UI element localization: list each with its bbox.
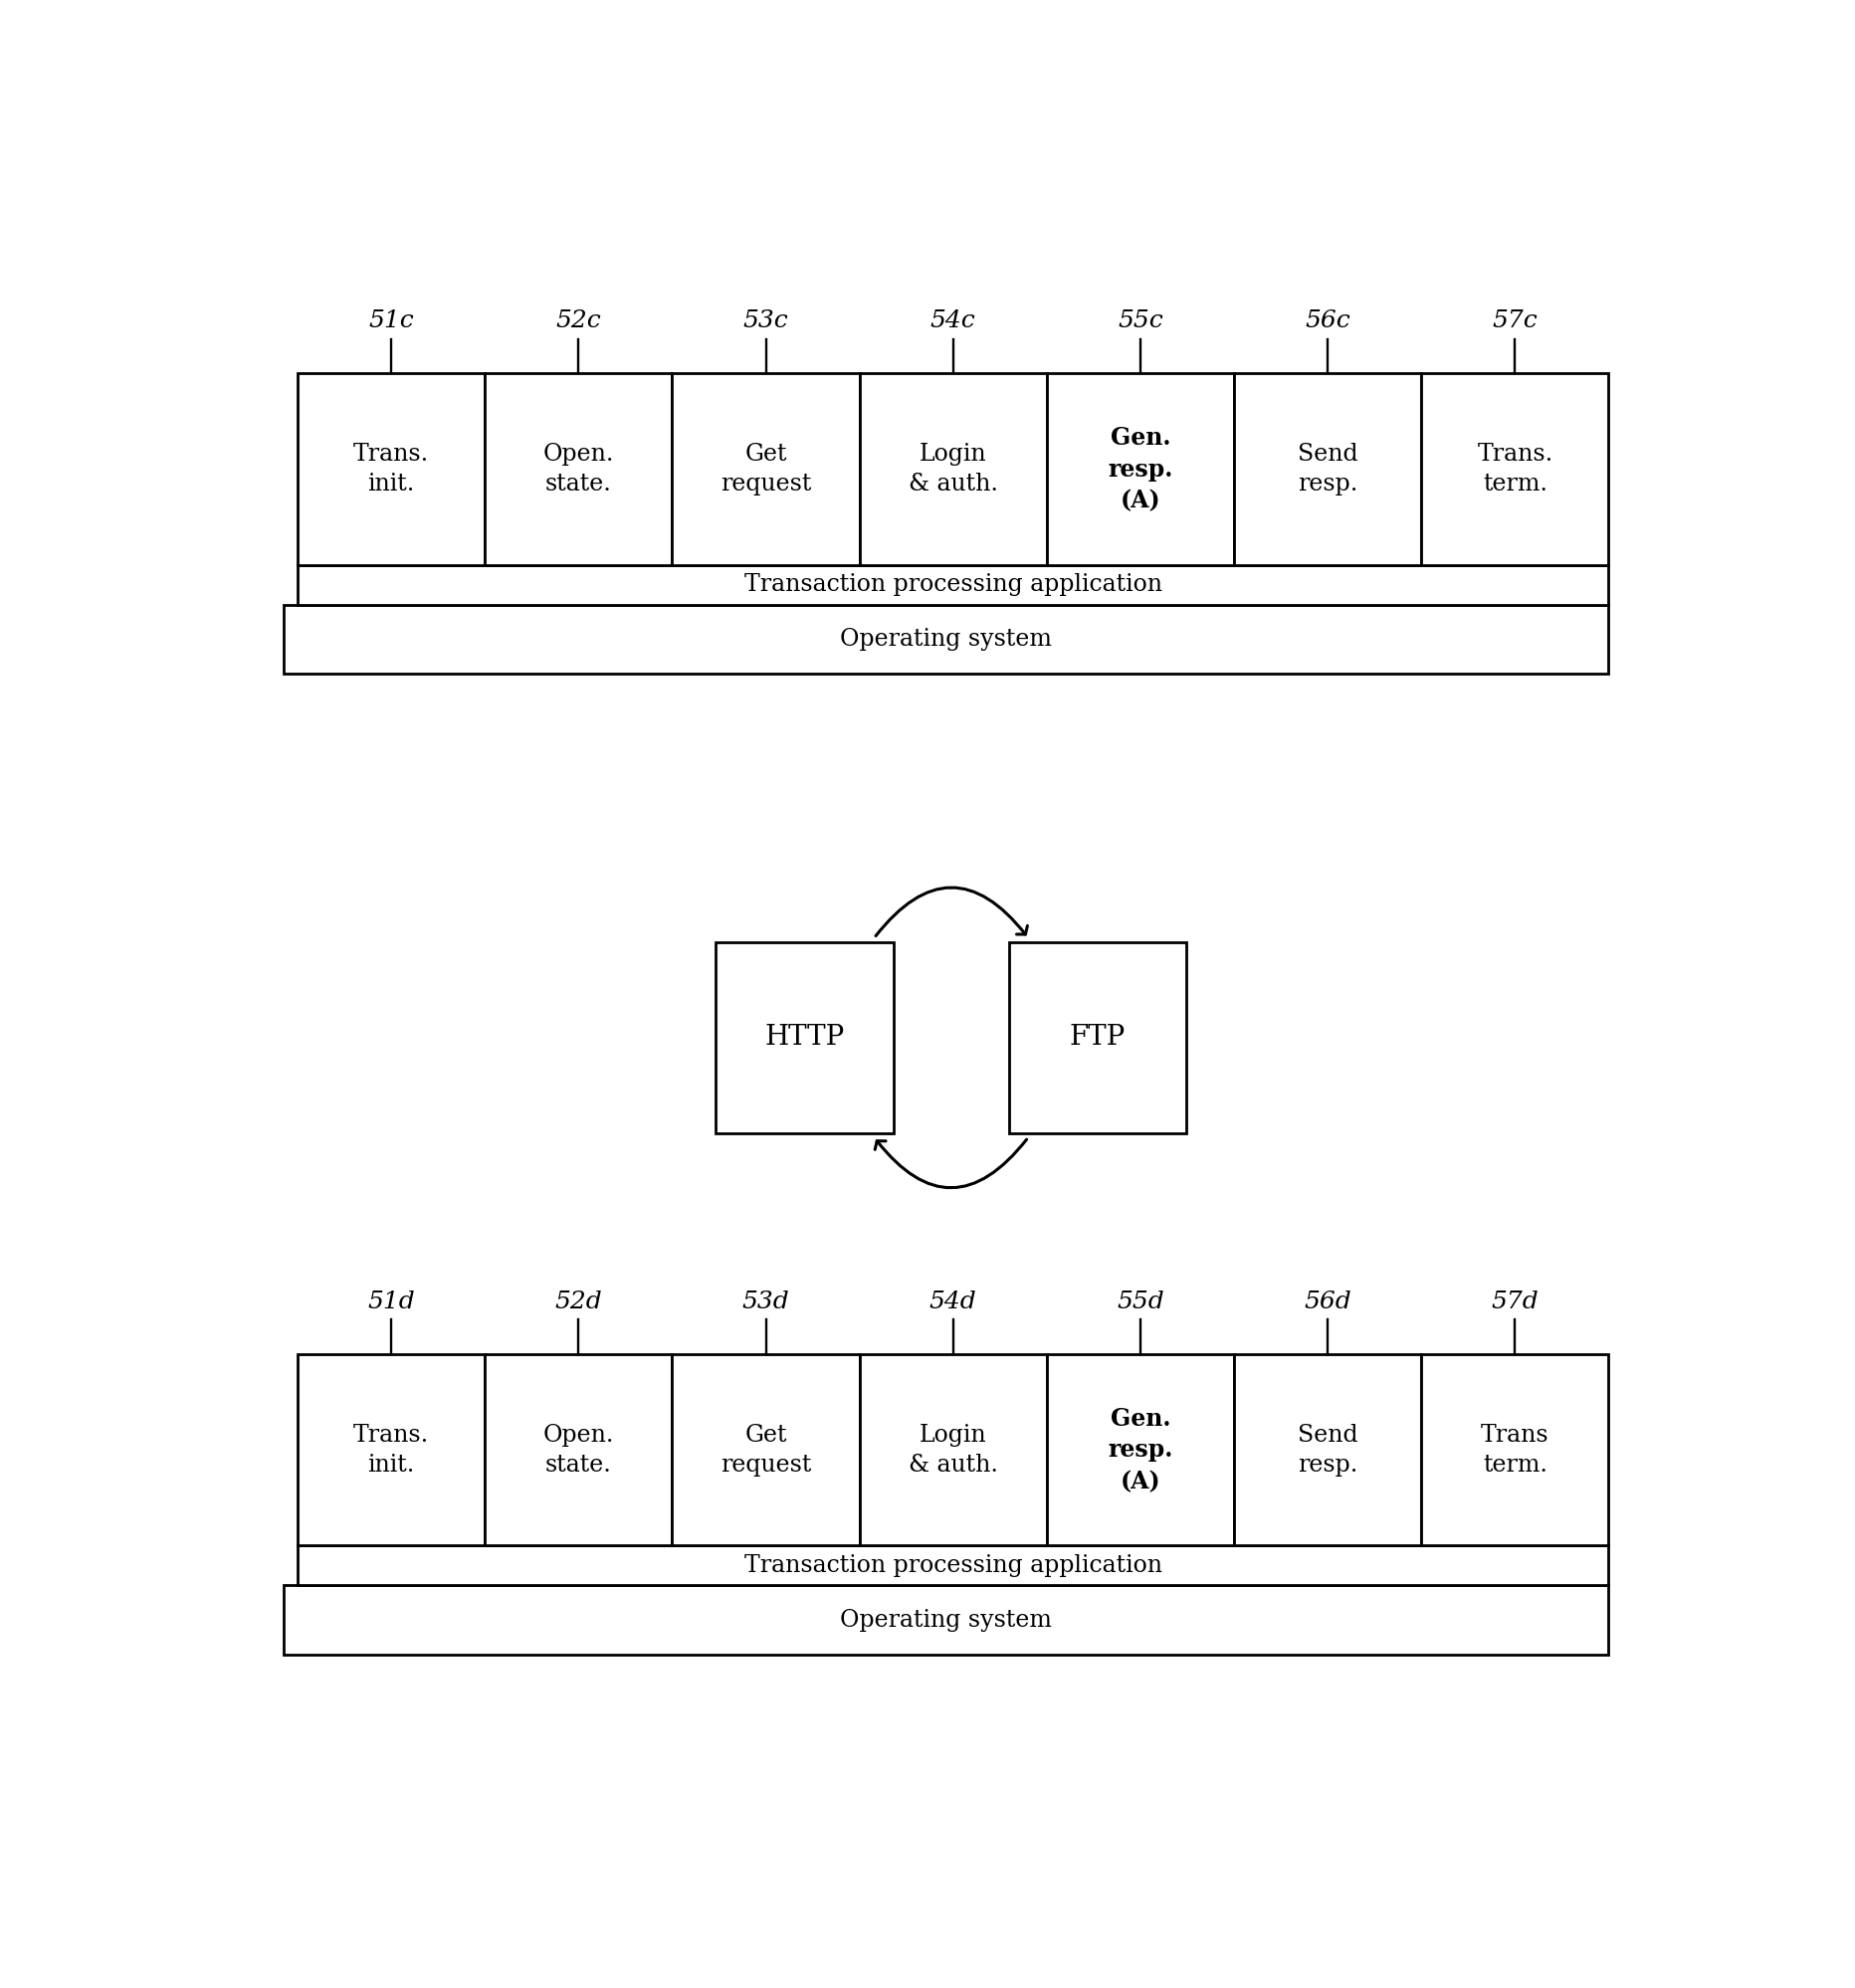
Text: Gen.
resp.
(A): Gen. resp. (A) (1107, 425, 1172, 513)
Text: FTP: FTP (1068, 1024, 1126, 1052)
Text: 52c: 52c (555, 310, 601, 332)
Text: 51d: 51d (367, 1290, 416, 1314)
Bar (859, 374, 1046, 565)
Text: Operating system: Operating system (840, 1608, 1052, 1632)
Text: 55d: 55d (1117, 1290, 1163, 1314)
Text: Get
request: Get request (720, 443, 811, 495)
Bar (297, 374, 484, 565)
Text: 56d: 56d (1304, 1290, 1350, 1314)
Text: Get
request: Get request (720, 1423, 811, 1477)
Text: Open.
state.: Open. state. (544, 1423, 614, 1477)
Text: Send
resp.: Send resp. (1297, 1423, 1358, 1477)
Bar (284, 1586, 1608, 1654)
Bar (1421, 1354, 1608, 1545)
Bar (297, 565, 1608, 604)
Bar (297, 1354, 484, 1545)
Bar (859, 1354, 1046, 1545)
Text: 53d: 53d (742, 1290, 788, 1314)
Text: Trans
term.: Trans term. (1480, 1423, 1549, 1477)
Text: Gen.
resp.
(A): Gen. resp. (A) (1107, 1406, 1172, 1493)
Bar (1234, 374, 1421, 565)
Text: Send
resp.: Send resp. (1297, 443, 1358, 495)
Text: 57c: 57c (1491, 310, 1538, 332)
Text: 53c: 53c (742, 310, 788, 332)
Bar (1234, 1354, 1421, 1545)
Bar (672, 374, 859, 565)
Bar (716, 942, 892, 1133)
Text: 51c: 51c (369, 310, 414, 332)
Bar (1046, 374, 1234, 565)
Text: Trans.
term.: Trans. term. (1477, 443, 1553, 495)
Bar (672, 1354, 859, 1545)
Text: 56c: 56c (1304, 310, 1350, 332)
Text: Open.
state.: Open. state. (544, 443, 614, 495)
Text: 52d: 52d (555, 1290, 603, 1314)
Text: 54d: 54d (929, 1290, 976, 1314)
Text: Transaction processing application: Transaction processing application (744, 1555, 1161, 1576)
Bar (297, 1545, 1608, 1586)
Bar (1421, 374, 1608, 565)
Text: 57d: 57d (1490, 1290, 1538, 1314)
Bar (1046, 1354, 1234, 1545)
Text: Trans.
init.: Trans. init. (352, 1423, 429, 1477)
Bar (284, 604, 1608, 674)
Text: Login
& auth.: Login & auth. (907, 1423, 998, 1477)
Text: Trans.
init.: Trans. init. (352, 443, 429, 495)
Text: 54c: 54c (929, 310, 976, 332)
Text: Transaction processing application: Transaction processing application (744, 573, 1161, 596)
Text: Login
& auth.: Login & auth. (907, 443, 998, 495)
Text: 55c: 55c (1117, 310, 1163, 332)
Bar (1009, 942, 1185, 1133)
Bar (484, 1354, 672, 1545)
Bar (484, 374, 672, 565)
Text: Operating system: Operating system (840, 628, 1052, 650)
Text: HTTP: HTTP (764, 1024, 844, 1052)
